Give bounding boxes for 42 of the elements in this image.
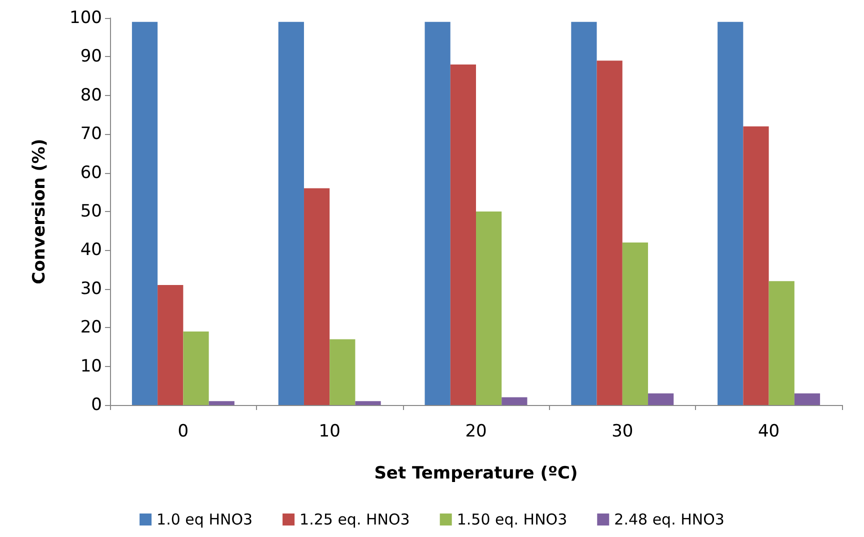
y-tick-label: 0 <box>91 395 102 415</box>
bar <box>304 188 330 405</box>
bar <box>794 393 820 405</box>
bar <box>768 281 794 405</box>
bar <box>208 401 234 405</box>
y-tick-label: 100 <box>70 8 102 28</box>
bar <box>424 22 450 405</box>
y-axis-title: Conversion (%) <box>30 138 50 284</box>
y-tick-label: 50 <box>80 202 102 222</box>
bar <box>132 22 158 405</box>
bar <box>330 339 356 405</box>
x-axis-title: Set Temperature (ºC) <box>374 464 578 484</box>
x-tick-label: 20 <box>465 422 487 442</box>
y-tick-label: 70 <box>80 124 102 144</box>
x-tick-label: 0 <box>178 422 189 442</box>
x-tick-label: 30 <box>612 422 634 442</box>
legend-label: 1.0 eq HNO3 <box>156 510 253 528</box>
y-tick-label: 10 <box>80 356 102 376</box>
bar <box>622 242 648 405</box>
bar <box>571 22 597 405</box>
legend-label: 1.50 eq. HNO3 <box>456 510 568 528</box>
bar <box>450 64 476 405</box>
legend-label: 1.25 eq. HNO3 <box>300 510 410 528</box>
y-tick-label: 90 <box>80 46 102 67</box>
x-tick-label: 40 <box>758 422 780 442</box>
y-tick-label: 60 <box>80 162 102 183</box>
bar <box>355 401 381 405</box>
bar <box>596 60 622 405</box>
bar <box>502 397 528 405</box>
legend-label: 2.48 eq. HNO3 <box>614 510 724 528</box>
bar <box>476 212 502 405</box>
bar <box>648 393 674 405</box>
bar <box>743 126 769 405</box>
y-tick-label: 40 <box>80 240 102 260</box>
bar <box>158 285 184 405</box>
bar <box>718 22 744 405</box>
y-tick-label: 20 <box>80 318 102 338</box>
bar <box>183 331 209 405</box>
y-tick-label: 30 <box>80 278 102 299</box>
x-tick-label: 10 <box>318 422 340 442</box>
bar <box>278 22 304 405</box>
y-tick-label: 80 <box>80 85 102 106</box>
